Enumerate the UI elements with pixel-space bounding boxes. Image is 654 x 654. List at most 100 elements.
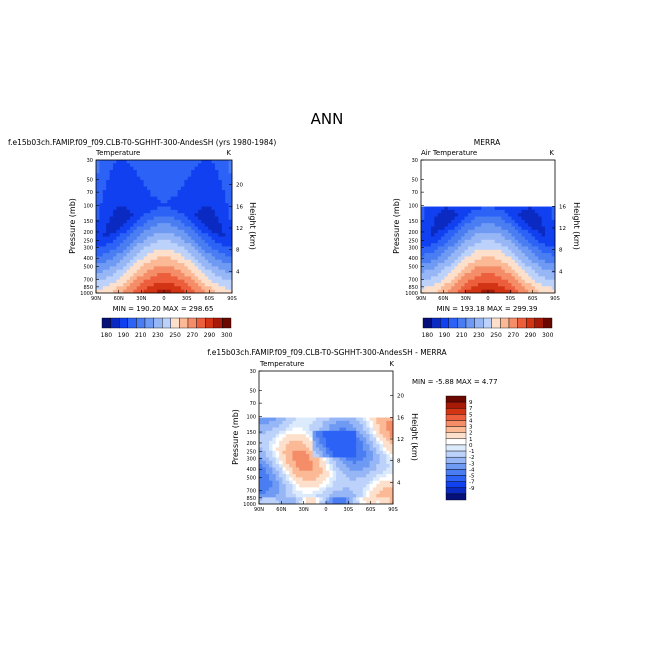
colorbar-swatch xyxy=(445,401,467,409)
contour-cell xyxy=(177,193,182,197)
contour-cell xyxy=(366,440,370,445)
contour-cell xyxy=(160,236,165,241)
colorbar-swatch xyxy=(445,420,467,427)
contour-cell xyxy=(126,193,131,197)
x-tick-label: 30S xyxy=(506,296,516,302)
contour-cell xyxy=(126,279,131,284)
contour-cell xyxy=(339,484,344,488)
contour-cell xyxy=(534,213,539,217)
contour-cell xyxy=(191,196,195,201)
contour-cell xyxy=(228,283,233,287)
contour-cell xyxy=(356,497,360,502)
contour-cell xyxy=(164,179,168,184)
contour-cell xyxy=(184,239,189,244)
contour-cell xyxy=(133,229,138,234)
contour-cell xyxy=(524,249,529,254)
contour-cell xyxy=(451,229,455,234)
contour-cell xyxy=(262,440,267,445)
colorbar-swatch xyxy=(445,481,467,488)
contour-cell xyxy=(136,169,141,174)
contour-cell xyxy=(528,279,532,284)
contour-cell xyxy=(136,193,141,197)
contour-cell xyxy=(471,259,475,264)
contour-cell xyxy=(167,253,172,257)
contour-cell xyxy=(140,286,144,291)
contour-cell xyxy=(228,173,233,178)
contour-cell xyxy=(198,239,202,244)
contour-cell xyxy=(194,236,199,241)
contour-cell xyxy=(170,213,175,217)
contour-cell xyxy=(305,427,310,432)
contour-cell xyxy=(431,256,435,261)
contour-cell xyxy=(225,203,229,207)
contour-cell xyxy=(521,213,526,217)
contour-cell xyxy=(136,279,141,284)
contour-cell xyxy=(102,283,107,287)
contour-cell xyxy=(362,464,367,468)
contour-cell xyxy=(215,203,219,207)
colorbar-swatch xyxy=(508,317,518,329)
contour-cell xyxy=(467,279,472,284)
contour-cell xyxy=(160,183,165,188)
contour-cell xyxy=(265,424,270,428)
contour-cell xyxy=(322,464,327,468)
contour-cell xyxy=(488,276,492,281)
contour-cell xyxy=(332,430,337,435)
x-tick-label: 60S xyxy=(205,296,215,302)
page-title: ANN xyxy=(311,110,344,128)
contour-cell xyxy=(366,430,370,435)
contour-cell xyxy=(464,253,469,257)
contour-cell xyxy=(167,266,172,271)
contour-cell xyxy=(441,223,445,227)
contour-cell xyxy=(184,206,189,211)
contour-cell xyxy=(342,467,347,472)
contour-cell xyxy=(424,249,429,254)
contour-cell xyxy=(322,444,327,448)
contour-cell xyxy=(481,246,486,251)
contour-cell xyxy=(194,209,199,214)
contour-cell xyxy=(285,497,290,502)
contour-cell xyxy=(215,259,219,264)
contour-cell xyxy=(312,470,317,475)
contour-cell xyxy=(356,474,360,478)
contour-cell xyxy=(262,464,267,468)
contour-cell xyxy=(531,286,536,291)
contour-cell xyxy=(123,233,127,237)
contour-cell xyxy=(376,444,380,448)
contour-cell xyxy=(133,239,138,244)
contour-cell xyxy=(285,444,290,448)
contour-cell xyxy=(289,454,293,458)
contour-cell xyxy=(444,263,449,267)
contour-cell xyxy=(464,206,469,211)
contour-cell xyxy=(215,269,219,274)
contour-cell xyxy=(329,427,334,432)
contour-cell xyxy=(514,283,519,287)
contour-cell xyxy=(208,219,212,224)
contour-cell xyxy=(359,434,364,438)
contour-cell xyxy=(447,256,452,261)
contour-cell xyxy=(187,283,192,287)
contour-cell xyxy=(184,163,189,168)
contour-cell xyxy=(191,206,195,211)
x-tick-label: 90N xyxy=(416,296,426,302)
contour-cell xyxy=(366,487,370,492)
contour-cell xyxy=(204,196,209,201)
contour-cell xyxy=(181,196,185,201)
contour-cell xyxy=(147,263,151,267)
contour-cell xyxy=(444,249,449,254)
colorbar-label: 3 xyxy=(469,425,473,431)
contour-cell xyxy=(292,434,297,438)
colorbar-label: -5 xyxy=(469,474,475,480)
contour-cell xyxy=(386,477,391,482)
contour-cell xyxy=(521,289,526,294)
contour-cell xyxy=(167,289,172,294)
contour-cell xyxy=(228,193,233,197)
contour-cell xyxy=(279,444,283,448)
contour-cell xyxy=(336,484,340,488)
contour-cell xyxy=(484,269,489,274)
contour-cell xyxy=(99,286,104,291)
contour-cell xyxy=(312,497,317,502)
contour-cell xyxy=(208,216,212,221)
contour-cell xyxy=(143,219,148,224)
contour-cell xyxy=(305,447,310,452)
